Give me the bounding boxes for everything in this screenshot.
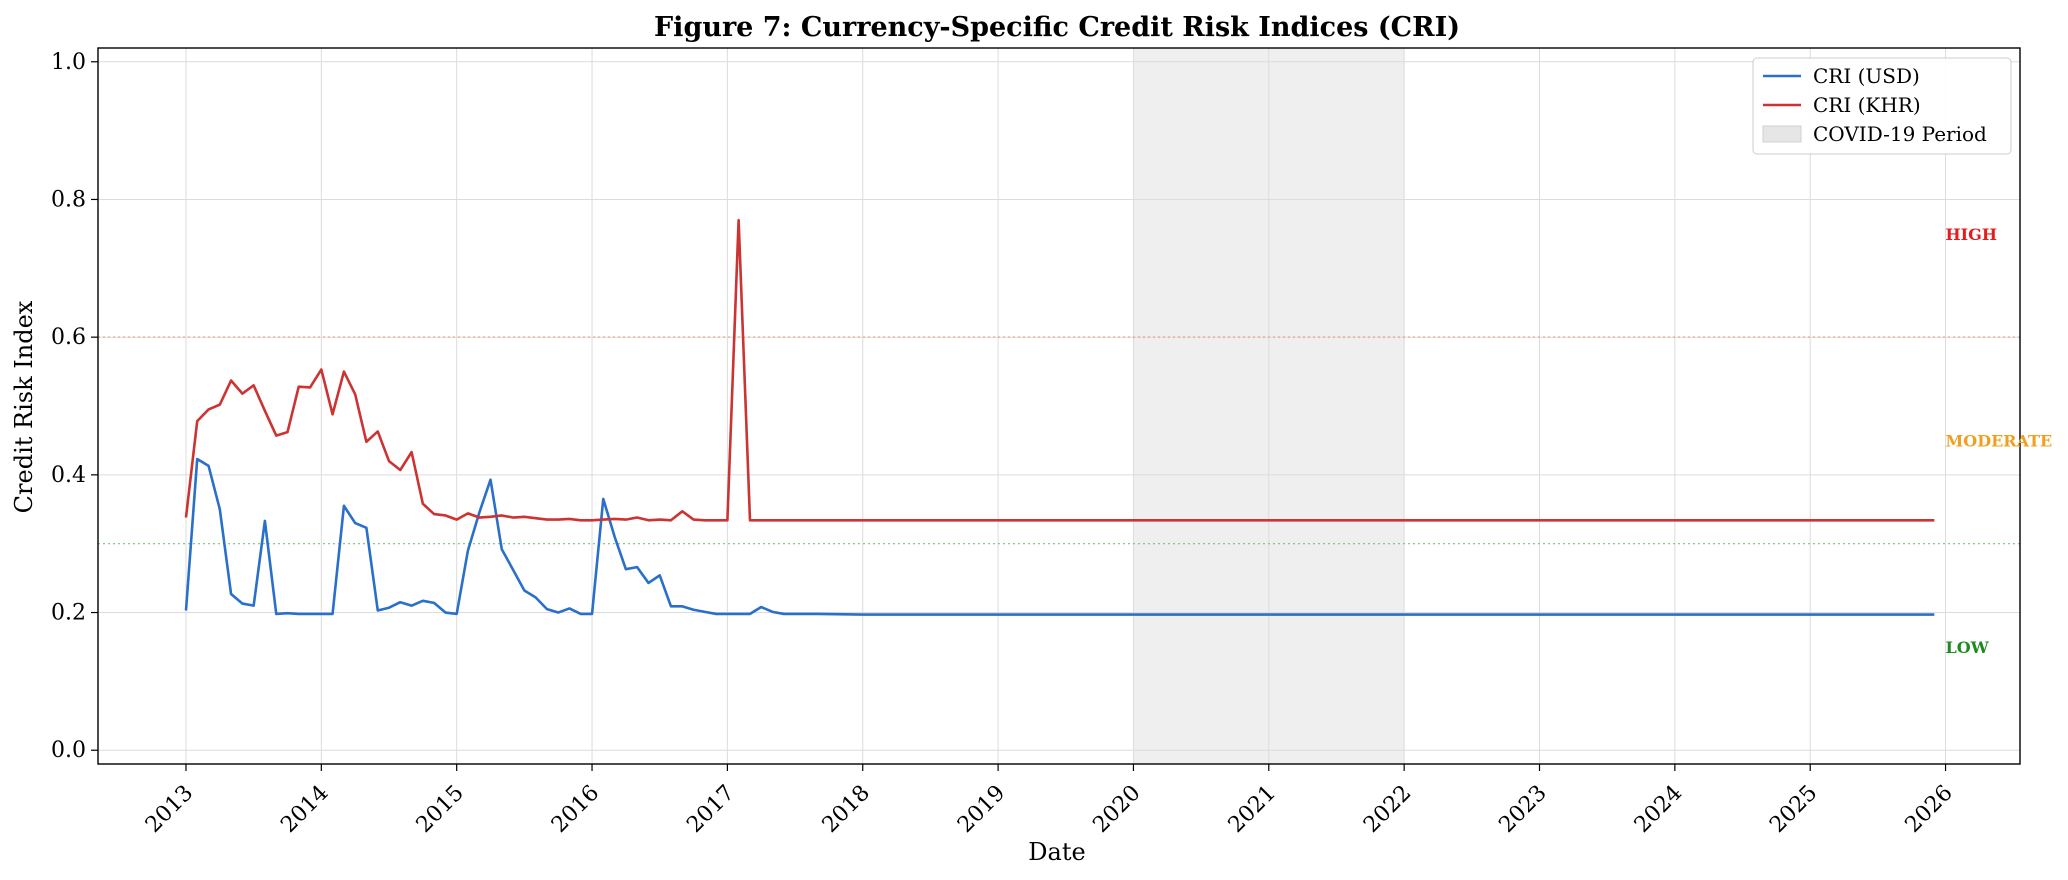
legend-swatch-covid bbox=[1762, 125, 1802, 143]
legend-label-usd: CRI (USD) bbox=[1813, 64, 1920, 88]
chart-title: Figure 7: Currency-Specific Credit Risk … bbox=[654, 12, 1460, 43]
zone-label-moderate: MODERATE bbox=[1946, 431, 2053, 450]
y-tick-label: 0.2 bbox=[51, 601, 86, 626]
y-tick-label: 0.0 bbox=[51, 738, 86, 763]
plot-area: 2013 2014 2015 2016 2017 2018 2019 2020 2021 2022… bbox=[51, 47, 2053, 838]
plot-frame bbox=[97, 47, 2021, 765]
legend-label-covid: COVID-19 Period bbox=[1813, 122, 1987, 146]
series-line-usd bbox=[184, 457, 1935, 616]
series-line-khr bbox=[184, 218, 1935, 522]
y-axis-title: Credit Risk Index bbox=[10, 300, 38, 513]
zone-label-low: LOW bbox=[1946, 638, 1990, 657]
legend-box bbox=[1752, 57, 2012, 155]
y-tick-label: 0.6 bbox=[51, 325, 86, 350]
x-axis-title: Date bbox=[1028, 838, 1085, 866]
y-tick-label: 0.4 bbox=[51, 463, 86, 488]
y-tick-label: 0.8 bbox=[51, 187, 86, 212]
zone-label-high: HIGH bbox=[1946, 225, 1997, 244]
y-tick-label: 1.0 bbox=[51, 50, 86, 75]
legend: CRI (USD) CRI (KHR) COVID-19 Period bbox=[1752, 57, 2012, 155]
legend-label-khr: CRI (KHR) bbox=[1813, 93, 1921, 117]
